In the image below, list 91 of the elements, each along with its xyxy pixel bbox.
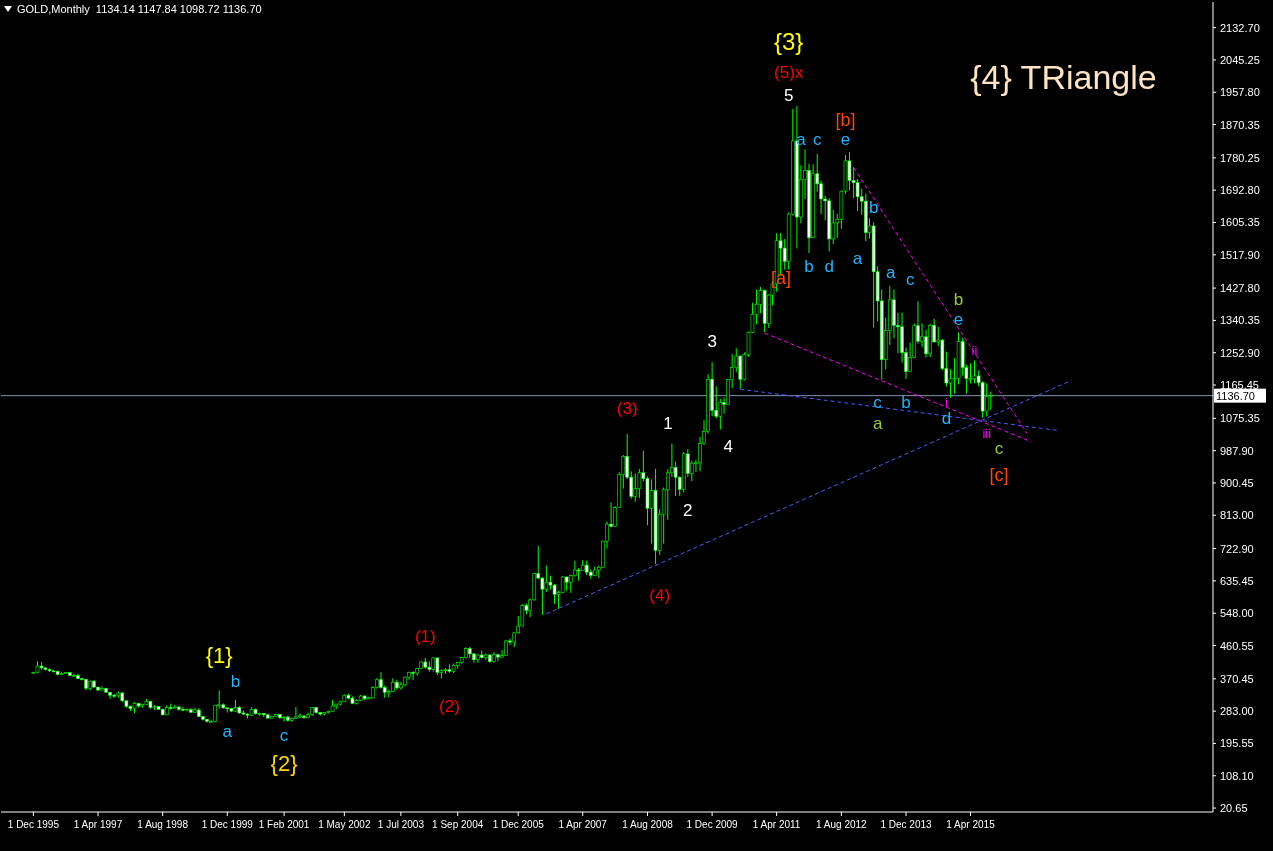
x-tick-label: 1 Dec 2013 — [880, 819, 933, 830]
y-tick-label: 1252.90 — [1220, 346, 1260, 359]
y-tick-label: 108.10 — [1220, 769, 1254, 782]
annotation: a — [852, 249, 863, 268]
ref-line-label: 1136.70 — [1216, 389, 1255, 402]
annotation: b — [901, 393, 911, 413]
candlestick — [72, 672, 76, 677]
annotation: b — [953, 290, 964, 310]
x-tick-label: 1 Aug 2008 — [622, 819, 674, 830]
candlestick — [972, 359, 977, 384]
x-tick-label: 1 Dec 2009 — [686, 819, 739, 830]
candlestick — [100, 685, 104, 691]
annotation: (3) — [616, 399, 638, 419]
x-tick-label: 1 Apr 2007 — [558, 819, 608, 830]
y-tick-label: 1340.35 — [1220, 314, 1260, 327]
annotation: 4 — [723, 437, 734, 457]
annotation: {2} — [270, 751, 298, 777]
annotation: {1} — [205, 642, 233, 668]
candlestick — [411, 670, 415, 681]
y-tick-label: 1427.80 — [1220, 282, 1260, 295]
x-tick-label: 1 Aug 1998 — [137, 819, 189, 830]
annotation: c — [905, 270, 915, 290]
x-tick-label: 1 Apr 2015 — [946, 819, 996, 830]
x-tick-label: 1 Dec 1999 — [201, 819, 254, 830]
annotation: 2 — [683, 500, 693, 520]
candlestick — [989, 391, 993, 411]
annotation: iii — [982, 426, 992, 442]
y-tick-label: 20.65 — [1220, 802, 1248, 815]
annotation: 3 — [707, 332, 717, 352]
annotation: d — [824, 256, 834, 276]
x-tick-label: 1 Apr 2011 — [752, 819, 801, 830]
y-tick-label: 195.55 — [1220, 737, 1254, 750]
y-tick-label: 1957.80 — [1220, 86, 1260, 99]
y-tick-label: 722.90 — [1220, 542, 1254, 555]
y-tick-label: 1075.35 — [1220, 412, 1260, 425]
y-tick-label: 1692.80 — [1220, 184, 1260, 197]
annotation: [a] — [770, 268, 791, 289]
annotation: ii — [971, 342, 978, 358]
y-tick-label: 987.90 — [1220, 444, 1254, 457]
y-tick-label: 1165.45 — [1220, 379, 1259, 392]
annotation: a — [886, 262, 896, 282]
annotation: i — [945, 395, 949, 411]
annotation: b — [230, 672, 241, 692]
x-tick-label: 1 Jul 2003 — [377, 819, 425, 830]
y-tick-label: 370.45 — [1220, 672, 1254, 685]
annotation: (1) — [414, 626, 436, 646]
annotation: c — [812, 129, 822, 149]
y-tick-label: 900.45 — [1220, 476, 1254, 489]
annotation: {3} — [774, 28, 804, 56]
annotation: d — [941, 408, 952, 428]
y-tick-label: 1870.35 — [1220, 118, 1260, 131]
candlestick — [181, 706, 185, 712]
y-tick-label: 1605.35 — [1220, 216, 1260, 229]
x-tick-label: 1 Apr 1997 — [73, 819, 123, 830]
y-tick-label: 548.00 — [1220, 607, 1254, 620]
y-tick-label: 2132.70 — [1220, 21, 1260, 34]
annotation: a — [796, 129, 807, 149]
annotation: b — [804, 256, 814, 276]
y-tick-label: 635.45 — [1220, 574, 1254, 587]
candlestick — [294, 706, 298, 720]
x-tick-label: 1 Dec 1995 — [7, 819, 60, 830]
annotation: (2) — [439, 697, 460, 717]
annotation: (5)x — [774, 62, 804, 82]
annotation: [b] — [835, 110, 856, 131]
chart-title: GOLD,Monthly 1134.14 1147.84 1098.72 1136.70 — [17, 3, 262, 15]
x-tick-label: 1 Aug 2012 — [816, 819, 868, 830]
annotation: {4} TRiangle — [970, 57, 1157, 96]
annotation: a — [872, 413, 883, 433]
y-tick-label: 283.00 — [1220, 705, 1254, 718]
annotation: e — [953, 309, 964, 329]
annotation: b — [869, 197, 879, 217]
y-tick-label: 1517.90 — [1220, 248, 1260, 261]
annotation: 1 — [663, 414, 673, 434]
annotation: c — [279, 725, 289, 745]
y-tick-label: 2045.25 — [1220, 53, 1260, 66]
y-tick-label: 813.00 — [1220, 509, 1254, 522]
annotation: [c] — [989, 464, 1009, 485]
y-tick-label: 1780.25 — [1220, 151, 1260, 164]
candlestick — [633, 473, 638, 503]
annotation: a — [222, 721, 233, 741]
x-tick-label: 1 Feb 2001 — [258, 819, 310, 830]
candlestick — [290, 716, 294, 723]
annotation: c — [994, 438, 1004, 458]
annotation: 5 — [783, 86, 794, 106]
x-tick-label: 1 May 2002 — [318, 819, 371, 830]
y-tick-label: 460.55 — [1220, 639, 1254, 652]
x-tick-label: 1 Dec 2005 — [492, 819, 545, 830]
x-tick-label: 1 Sep 2004 — [432, 819, 484, 830]
annotation: (4) — [649, 585, 671, 605]
annotation: e — [840, 129, 851, 149]
annotation: c — [873, 393, 883, 413]
